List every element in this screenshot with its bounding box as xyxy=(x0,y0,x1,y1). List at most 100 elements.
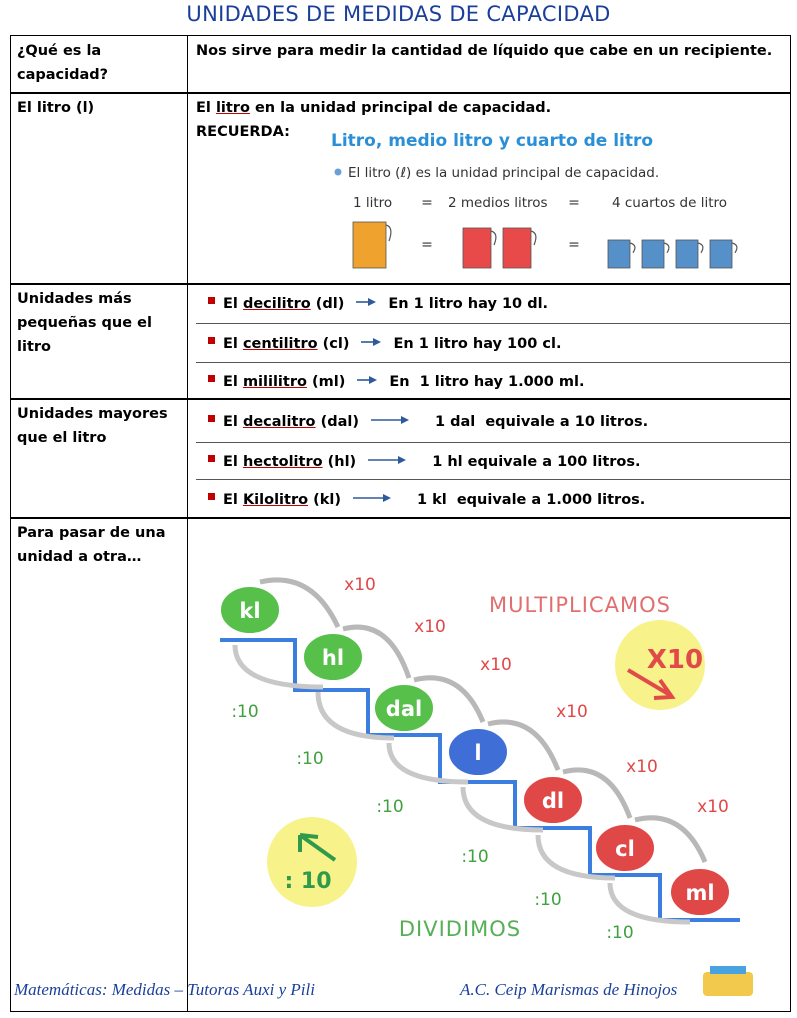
measure-label: 1 litro xyxy=(353,195,392,211)
item-post: (dal) xyxy=(315,414,359,430)
arrow-curve xyxy=(232,644,324,690)
list-item: El decalitro (dal) 1 dal equivale a 10 li… xyxy=(208,410,648,434)
equals: = xyxy=(568,195,580,211)
unit-circle xyxy=(373,683,435,733)
unit-label: kl xyxy=(239,599,260,623)
badge-arrow xyxy=(298,833,337,862)
label-text: Unidades más pequeñas que el litro xyxy=(17,291,152,355)
badge-divide xyxy=(267,817,357,907)
arrow-curve xyxy=(607,882,691,925)
row-content: Nos sirve para medir la cantidad de líqu… xyxy=(187,35,791,94)
logo-roof xyxy=(710,966,746,974)
unit-label: l xyxy=(474,741,481,765)
list-item: El hectolitro (hl) 1 hl equivale a 100 li… xyxy=(208,450,641,474)
staircase xyxy=(220,638,740,922)
item-result: 1 hl equivale a 100 litros. xyxy=(432,454,641,470)
jug-handle xyxy=(663,242,670,254)
measure-label: 2 medios litros xyxy=(448,195,548,211)
list-item: El mililitro (ml) En 1 litro hay 1.000 ml… xyxy=(208,370,585,394)
item-term: centilitro xyxy=(242,336,318,352)
item-post: (kl) xyxy=(308,492,341,508)
label-text: Para pasar de una unidad a otra… xyxy=(17,525,166,565)
measure-label: 4 cuartos de litro xyxy=(612,195,727,211)
text-pre: El xyxy=(196,100,216,116)
bullet-dot xyxy=(334,168,342,176)
jug xyxy=(675,239,699,269)
label-text: ¿Qué es la capacidad? xyxy=(17,43,109,83)
jug-handle xyxy=(629,242,636,254)
item-pre: El xyxy=(223,296,243,312)
bullet xyxy=(208,375,215,382)
jug xyxy=(607,239,631,269)
arrow-head xyxy=(373,338,382,346)
bullet xyxy=(208,415,215,422)
item-result: 1 kl equivale a 1.000 litros. xyxy=(416,492,646,508)
bullet xyxy=(208,455,215,462)
item-result: En 1 litro hay 10 dl. xyxy=(388,296,549,312)
unit-label: ml xyxy=(685,881,714,905)
jug-handle xyxy=(385,224,392,242)
unit-circle xyxy=(669,867,731,917)
unit-circle xyxy=(522,775,584,825)
item-result: En 1 litro hay 100 cl. xyxy=(393,336,562,352)
badge-multiply xyxy=(615,620,705,710)
divide-title: DIVIDIMOS xyxy=(399,917,521,941)
item-pre: El xyxy=(223,336,243,352)
arrow xyxy=(352,494,391,502)
equals: = xyxy=(421,237,433,253)
jug xyxy=(462,227,492,269)
bullet xyxy=(208,337,215,344)
row-label: Unidades más pequeñas que el litro xyxy=(10,283,188,400)
separator xyxy=(196,479,790,480)
jug-handle xyxy=(731,242,738,254)
item-pre: El xyxy=(223,492,243,508)
jug-handle xyxy=(490,230,497,246)
text-term: litro xyxy=(215,100,250,116)
label-text: Unidades mayores que el litro xyxy=(17,406,168,446)
arrow-curve xyxy=(259,577,341,629)
arrow xyxy=(361,338,382,346)
row-content: El decilitro (dl) En 1 litro hay 10 dl. El… xyxy=(187,283,791,400)
item-result: 1 dal equivale a 10 litros. xyxy=(434,414,649,430)
separator xyxy=(196,442,790,443)
list-item: El centilitro (cl) En 1 litro hay 100 cl. xyxy=(208,332,561,356)
multiply-title: MULTIPLICAMOS xyxy=(489,593,671,617)
item-term: mililitro xyxy=(242,374,307,390)
item-pre: El xyxy=(223,374,243,390)
separator xyxy=(196,362,790,363)
item-pre: El xyxy=(223,454,243,470)
multiply-label: x10 xyxy=(414,617,446,637)
unit-label: dal xyxy=(386,697,422,721)
unit-label: cl xyxy=(615,837,635,861)
item-post: (cl) xyxy=(317,336,350,352)
jug xyxy=(352,221,387,269)
jug xyxy=(641,239,665,269)
row-content xyxy=(187,517,791,1012)
arrow-curve xyxy=(535,834,616,881)
note: RECUERDA: xyxy=(196,124,290,140)
unit-label: hl xyxy=(322,646,344,670)
arrow-curve xyxy=(487,719,561,771)
item-post: (hl) xyxy=(322,454,357,470)
unit-label: dl xyxy=(542,789,564,813)
arrow-head xyxy=(382,494,391,502)
bullet xyxy=(208,493,215,500)
arrow-head xyxy=(400,416,409,424)
multiply-label: x10 xyxy=(556,702,588,722)
label-text: El litro (l) xyxy=(17,100,95,116)
list-item: El decilitro (dl) En 1 litro hay 10 dl. xyxy=(208,292,548,316)
jug xyxy=(502,227,532,269)
arrow-head xyxy=(369,376,378,384)
item-term: decilitro xyxy=(242,296,311,312)
equals: = xyxy=(568,237,580,253)
unit-circle xyxy=(594,823,656,873)
multiply-label: x10 xyxy=(344,575,376,595)
arrow xyxy=(370,416,409,424)
arrow xyxy=(356,298,377,306)
item-post: (ml) xyxy=(306,374,346,390)
logo xyxy=(703,972,753,996)
footer-left: Matemáticas: Medidas – Tutoras Auxi y Pi… xyxy=(14,980,315,999)
badge-arrow xyxy=(626,668,676,700)
text-post: en la unidad principal de capacidad. xyxy=(249,100,552,116)
